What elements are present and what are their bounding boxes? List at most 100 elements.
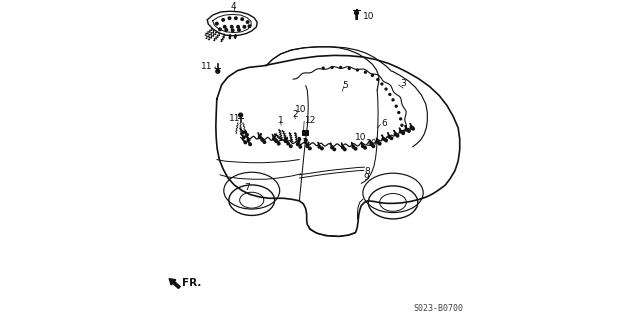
Text: 4: 4 — [231, 2, 236, 11]
Circle shape — [385, 88, 387, 90]
Circle shape — [228, 17, 231, 19]
Circle shape — [235, 17, 237, 19]
Circle shape — [381, 83, 383, 85]
Circle shape — [242, 131, 244, 134]
Circle shape — [355, 11, 358, 15]
Text: 10: 10 — [363, 11, 374, 20]
Circle shape — [410, 126, 413, 129]
Circle shape — [344, 148, 346, 151]
Circle shape — [376, 141, 379, 143]
Circle shape — [378, 142, 381, 145]
Circle shape — [219, 28, 221, 31]
Circle shape — [232, 29, 234, 32]
Circle shape — [222, 19, 225, 21]
Circle shape — [370, 143, 372, 145]
Circle shape — [287, 142, 289, 145]
Text: 10: 10 — [366, 138, 378, 147]
Circle shape — [372, 145, 374, 147]
Circle shape — [398, 112, 400, 114]
Circle shape — [243, 136, 245, 138]
Circle shape — [306, 145, 308, 147]
Circle shape — [364, 71, 366, 73]
Circle shape — [237, 26, 239, 28]
Circle shape — [389, 93, 391, 95]
Circle shape — [223, 26, 226, 28]
Circle shape — [364, 146, 366, 149]
Text: 5: 5 — [342, 81, 348, 90]
Circle shape — [388, 135, 390, 138]
Circle shape — [275, 140, 278, 142]
Text: 3: 3 — [400, 79, 406, 88]
Circle shape — [371, 74, 373, 76]
Circle shape — [342, 146, 344, 149]
Text: 2: 2 — [292, 110, 298, 119]
Circle shape — [412, 128, 414, 130]
Circle shape — [405, 128, 408, 131]
Circle shape — [396, 105, 397, 107]
Circle shape — [259, 136, 261, 138]
Text: 10: 10 — [355, 133, 367, 143]
Text: 9: 9 — [364, 173, 369, 182]
Text: 11: 11 — [228, 115, 240, 123]
Circle shape — [289, 145, 292, 147]
Circle shape — [382, 137, 385, 140]
FancyArrow shape — [169, 278, 180, 288]
Circle shape — [352, 145, 355, 148]
Circle shape — [333, 148, 335, 151]
Circle shape — [296, 143, 299, 145]
Circle shape — [331, 66, 333, 68]
Circle shape — [318, 145, 321, 148]
Circle shape — [263, 141, 266, 143]
Circle shape — [244, 141, 246, 144]
Circle shape — [241, 18, 243, 20]
Bar — [301, 130, 308, 135]
Text: 11: 11 — [200, 62, 212, 71]
Circle shape — [394, 133, 397, 135]
Circle shape — [321, 147, 323, 150]
Circle shape — [403, 131, 404, 133]
Circle shape — [278, 142, 280, 145]
Circle shape — [331, 146, 333, 149]
Circle shape — [308, 147, 311, 150]
Circle shape — [247, 138, 250, 141]
Circle shape — [273, 137, 275, 140]
Circle shape — [216, 22, 218, 25]
Text: 1: 1 — [278, 116, 284, 125]
Circle shape — [216, 69, 220, 73]
Circle shape — [284, 140, 287, 142]
Circle shape — [239, 113, 243, 117]
Circle shape — [401, 124, 403, 126]
Text: 7: 7 — [244, 183, 250, 192]
Circle shape — [400, 118, 402, 120]
Circle shape — [362, 145, 364, 147]
Text: 10: 10 — [294, 105, 306, 114]
Circle shape — [400, 130, 403, 133]
Text: 12: 12 — [305, 116, 316, 125]
Text: 8: 8 — [364, 167, 370, 176]
Circle shape — [248, 25, 251, 27]
Text: 6: 6 — [381, 120, 387, 129]
Circle shape — [355, 147, 357, 150]
Circle shape — [377, 78, 379, 80]
Circle shape — [322, 67, 324, 69]
Circle shape — [348, 67, 350, 69]
Text: FR.: FR. — [182, 278, 201, 288]
Circle shape — [230, 26, 233, 28]
Circle shape — [249, 143, 252, 145]
Circle shape — [246, 134, 248, 136]
Circle shape — [390, 137, 393, 139]
Circle shape — [402, 132, 404, 134]
Circle shape — [392, 99, 394, 101]
Text: S023-B0700: S023-B0700 — [413, 304, 463, 313]
Circle shape — [246, 21, 249, 23]
Circle shape — [299, 145, 301, 148]
Circle shape — [261, 138, 264, 141]
Circle shape — [340, 66, 342, 68]
Circle shape — [225, 29, 228, 31]
Circle shape — [396, 134, 399, 137]
Circle shape — [237, 29, 240, 31]
Circle shape — [385, 139, 387, 142]
Circle shape — [408, 130, 410, 132]
Circle shape — [243, 26, 246, 28]
Circle shape — [356, 69, 358, 71]
